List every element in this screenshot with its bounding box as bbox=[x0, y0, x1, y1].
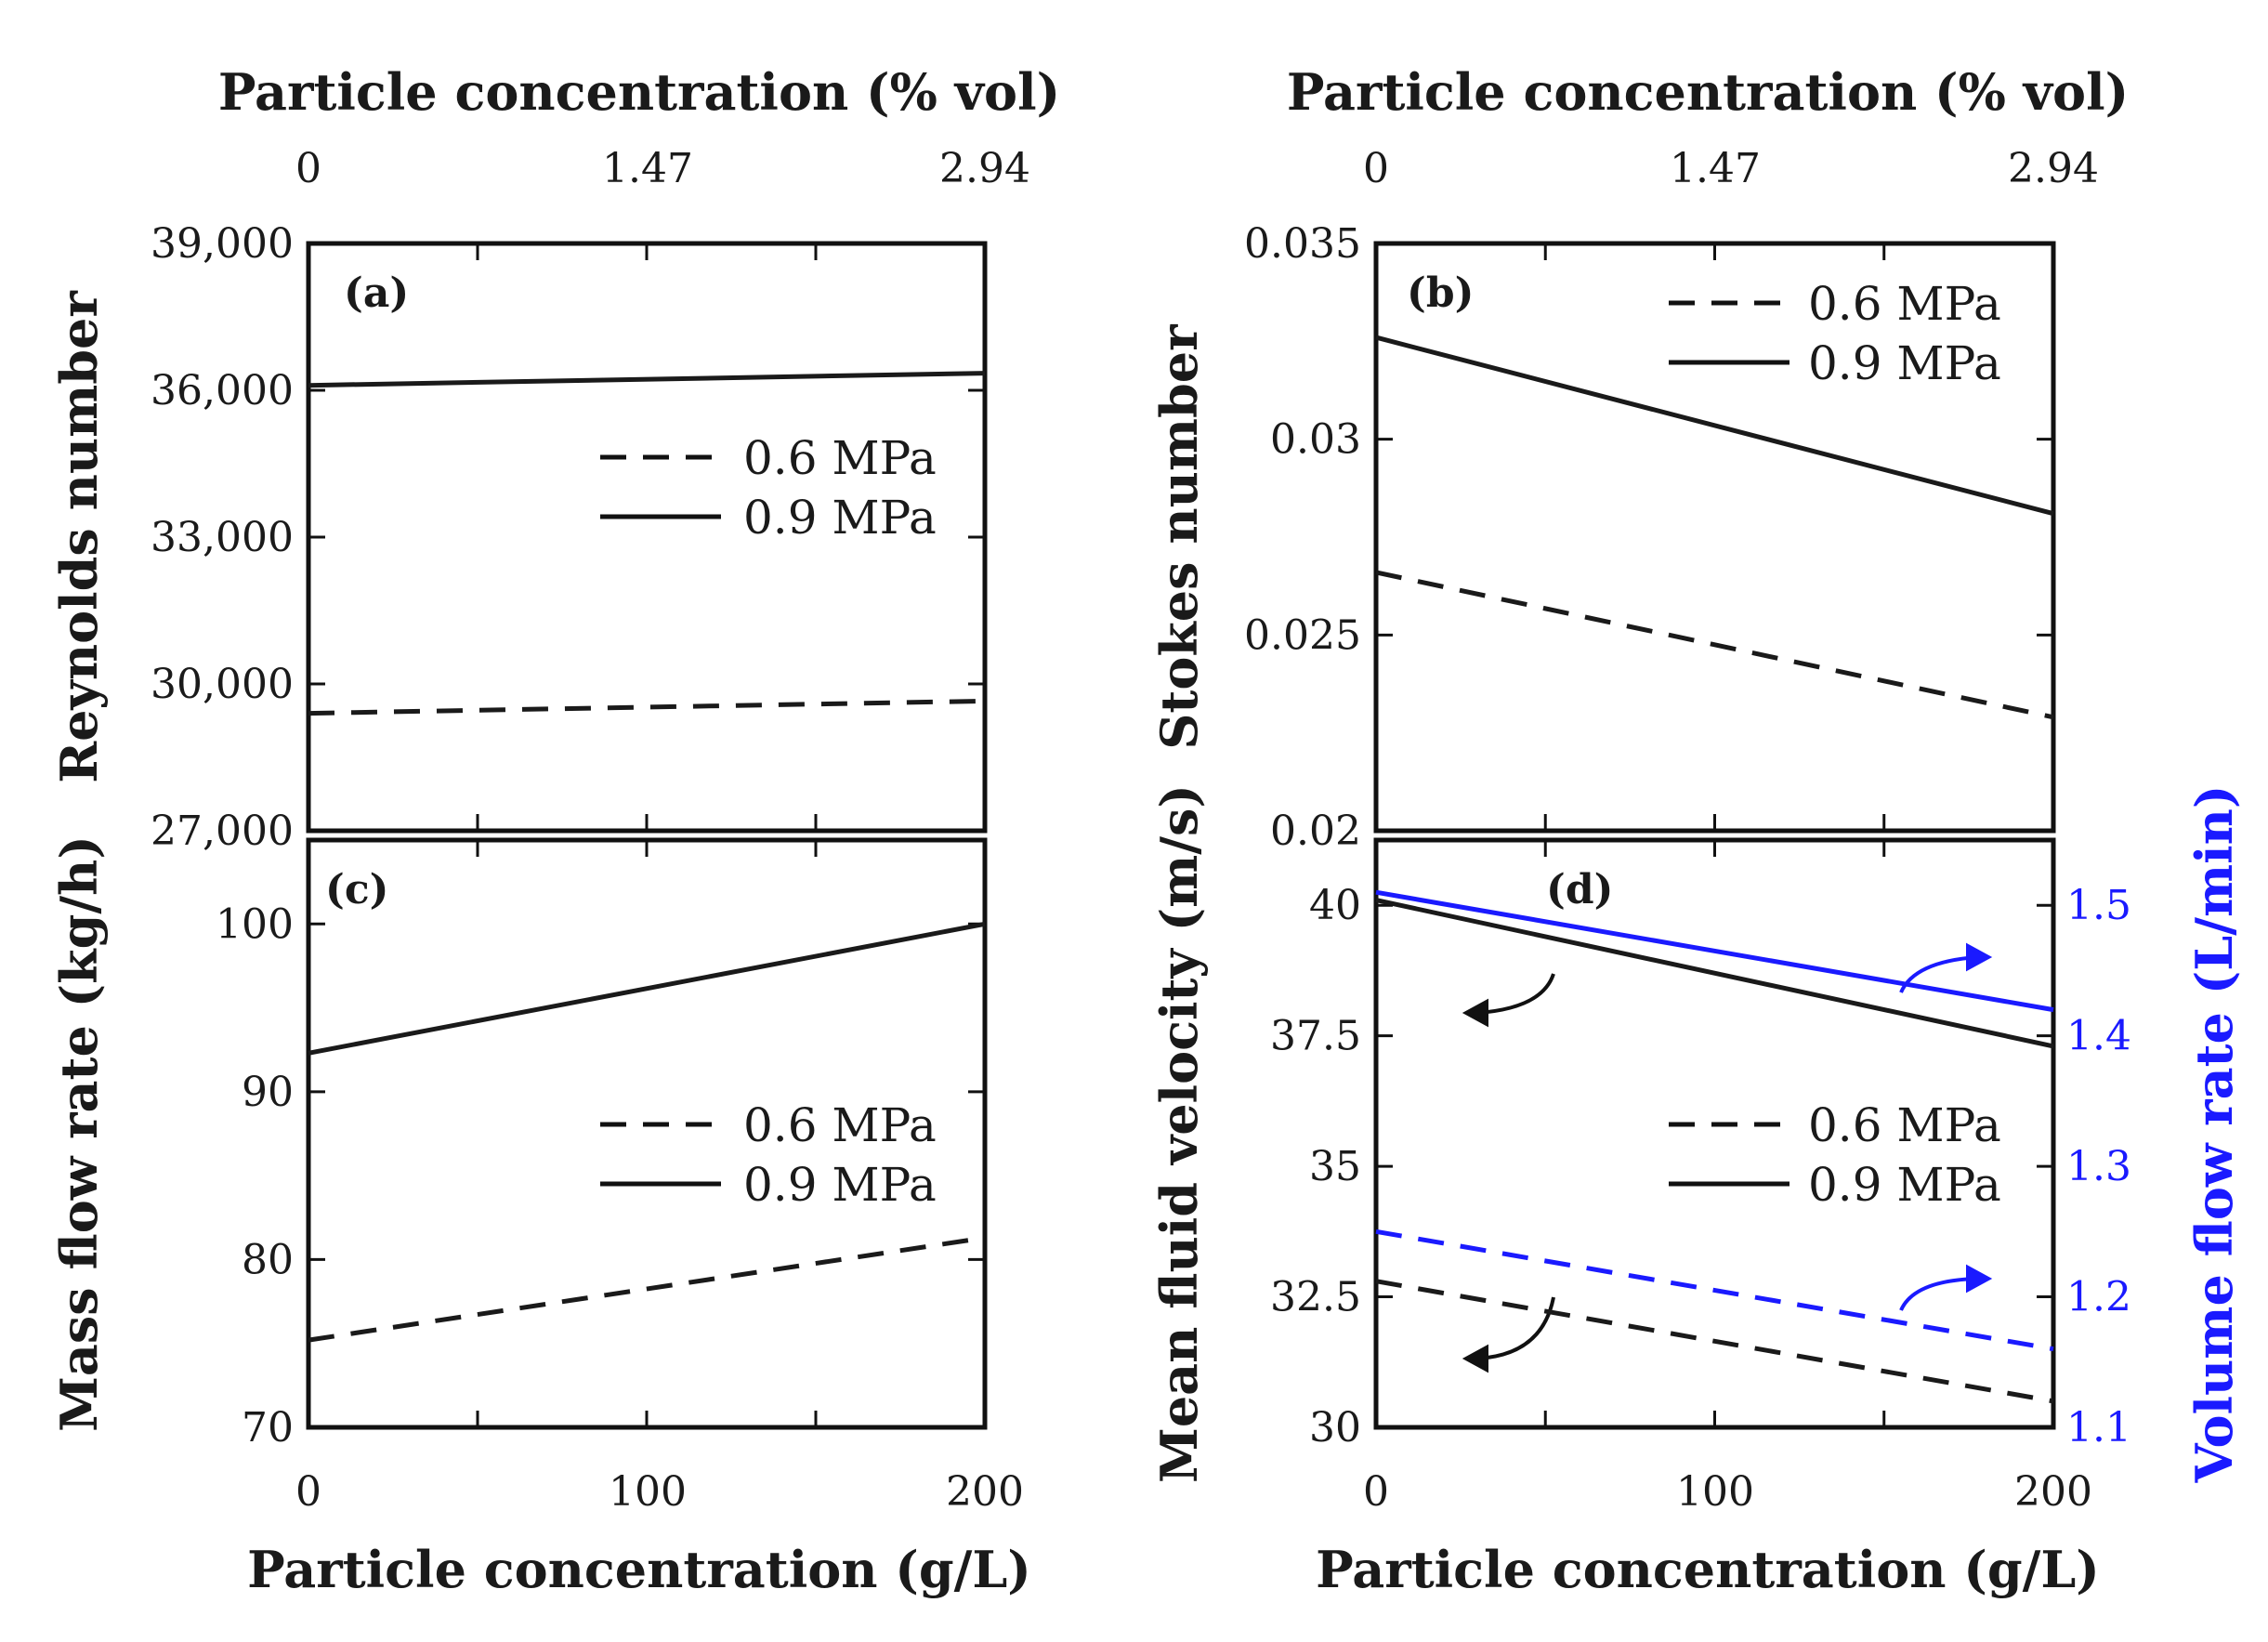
panel-a-ylabel: Reynolds number bbox=[49, 291, 109, 783]
arrow-left-axis-upper bbox=[1476, 973, 1555, 1015]
top-tick-label: 2.94 bbox=[2008, 145, 2099, 192]
chart-marks: 27,000 30,000 33,000 36,000 39,000 0.02 0.025 0… bbox=[151, 220, 2131, 1452]
y-tick-label-d: 40 bbox=[1309, 882, 1361, 929]
panel-c-ylabel: Mass flow rate (kg/h) bbox=[49, 835, 109, 1432]
y-tick-label-d: 37.5 bbox=[1270, 1013, 1361, 1060]
axis-indicator-arrows bbox=[1462, 942, 1993, 1373]
top-ticks-right: 0 1.47 2.94 bbox=[1363, 145, 2099, 192]
y2-tick-label-d: 1.3 bbox=[2066, 1143, 2131, 1190]
y2-tick-label-d: 1.1 bbox=[2066, 1404, 2131, 1452]
legend-c-label-09: 0.9 MPa bbox=[743, 1158, 937, 1212]
y-tick-label-d: 35 bbox=[1309, 1143, 1361, 1190]
panel-c-tag: (c) bbox=[325, 866, 388, 913]
bottom-ticks-left: 0 100 200 bbox=[295, 1468, 1024, 1516]
top-tick-label: 0 bbox=[295, 145, 321, 192]
bottom-tick-label: 0 bbox=[295, 1468, 321, 1516]
y-tick-label-c: 90 bbox=[242, 1069, 294, 1116]
top-tick-label: 0 bbox=[1363, 145, 1389, 192]
y-tick-label-c: 100 bbox=[216, 900, 294, 948]
arrow-left-axis-lower-head bbox=[1462, 1344, 1488, 1373]
legend-a-label-06: 0.6 MPa bbox=[743, 431, 937, 485]
bottom-tick-label: 100 bbox=[609, 1468, 687, 1516]
panel-d-ylabel: Mean fluid velocity (m/s) bbox=[1149, 784, 1209, 1483]
panel-d-tag: (d) bbox=[1546, 866, 1613, 913]
legend-c-label-06: 0.6 MPa bbox=[743, 1098, 937, 1152]
panel-b-frame bbox=[1373, 241, 2056, 834]
series-line-d-2 bbox=[1375, 1228, 2054, 1352]
series-line-a-1 bbox=[308, 371, 986, 388]
series-line-b-0 bbox=[1375, 570, 2054, 720]
y2-tick-label-d: 1.4 bbox=[2066, 1013, 2131, 1060]
legend-b-label-06: 0.6 MPa bbox=[1808, 277, 2001, 331]
arrow-left-axis-lower bbox=[1476, 1296, 1555, 1360]
y-tick-label-b: 0.02 bbox=[1270, 808, 1361, 855]
y-tick-label-a: 27,000 bbox=[151, 808, 294, 855]
bottom-tick-label: 200 bbox=[946, 1468, 1024, 1516]
legend-d-label-09: 0.9 MPa bbox=[1808, 1158, 2001, 1212]
legend-a: 0.6 MPa 0.9 MPa bbox=[600, 431, 937, 545]
y2-tick-label-d: 1.2 bbox=[2066, 1274, 2131, 1321]
legend-d: 0.6 MPa 0.9 MPa bbox=[1669, 1098, 2001, 1212]
top-axis-title-right: Particle concentration (% vol) bbox=[1287, 62, 2129, 122]
y-tick-label-d: 32.5 bbox=[1270, 1274, 1361, 1321]
top-tick-label: 1.47 bbox=[602, 145, 693, 192]
bottom-tick-label: 0 bbox=[1363, 1468, 1389, 1516]
top-axis-title-left: Particle concentration (% vol) bbox=[218, 62, 1060, 122]
arrow-right-axis-upper bbox=[1899, 955, 1978, 993]
y-tick-label-b: 0.035 bbox=[1244, 220, 1361, 268]
y-tick-label-d: 30 bbox=[1309, 1404, 1361, 1452]
series-line-d-1 bbox=[1375, 898, 2054, 1049]
y-tick-label-a: 30,000 bbox=[151, 661, 294, 708]
bottom-axis-title-left: Particle concentration (g/L) bbox=[247, 1540, 1031, 1599]
series-line-d-3 bbox=[1375, 889, 2054, 1013]
legend-c: 0.6 MPa 0.9 MPa bbox=[600, 1098, 937, 1212]
arrow-right-axis-upper-head bbox=[1966, 942, 1993, 972]
y2-tick-label-d: 1.5 bbox=[2066, 882, 2131, 929]
arrow-left-axis-upper-head bbox=[1462, 998, 1488, 1028]
series-line-b-1 bbox=[1375, 335, 2054, 517]
bottom-tick-label: 200 bbox=[2014, 1468, 2092, 1516]
y-tick-label-b: 0.025 bbox=[1244, 611, 1361, 659]
bottom-ticks-right: 0 100 200 bbox=[1363, 1468, 2092, 1516]
y-tick-label-c: 80 bbox=[242, 1236, 294, 1283]
legend-b-label-09: 0.9 MPa bbox=[1808, 336, 2001, 390]
top-ticks-left: 0 1.47 2.94 bbox=[295, 145, 1030, 192]
bottom-tick-label: 100 bbox=[1676, 1468, 1754, 1516]
series-line-d-0 bbox=[1375, 1279, 2054, 1404]
y-tick-label-b: 0.03 bbox=[1270, 416, 1361, 464]
y-tick-label-c: 70 bbox=[242, 1404, 294, 1452]
panel-d-y2label: Volume flow rate (L/min) bbox=[2184, 785, 2244, 1484]
bottom-axis-title-right: Particle concentration (g/L) bbox=[1316, 1540, 2100, 1599]
arrow-right-axis-lower bbox=[1899, 1277, 1978, 1311]
y-tick-label-a: 39,000 bbox=[151, 220, 294, 268]
top-tick-label: 2.94 bbox=[939, 145, 1030, 192]
panel-b-tag: (b) bbox=[1407, 269, 1474, 317]
panel-b-ylabel: Stokes number bbox=[1149, 324, 1209, 750]
series-line-a-0 bbox=[308, 698, 986, 716]
arrow-right-axis-lower-head bbox=[1966, 1264, 1993, 1294]
legend-b: 0.6 MPa 0.9 MPa bbox=[1669, 277, 2001, 390]
legend-d-label-06: 0.6 MPa bbox=[1808, 1098, 2001, 1152]
y-tick-label-a: 33,000 bbox=[151, 514, 294, 561]
legend-a-label-09: 0.9 MPa bbox=[743, 491, 937, 545]
top-tick-label: 1.47 bbox=[1670, 145, 1761, 192]
panel-a-tag: (a) bbox=[344, 269, 409, 317]
y-tick-label-a: 36,000 bbox=[151, 367, 294, 414]
series-line-c-0 bbox=[308, 1235, 986, 1343]
series-line-c-1 bbox=[308, 921, 986, 1056]
